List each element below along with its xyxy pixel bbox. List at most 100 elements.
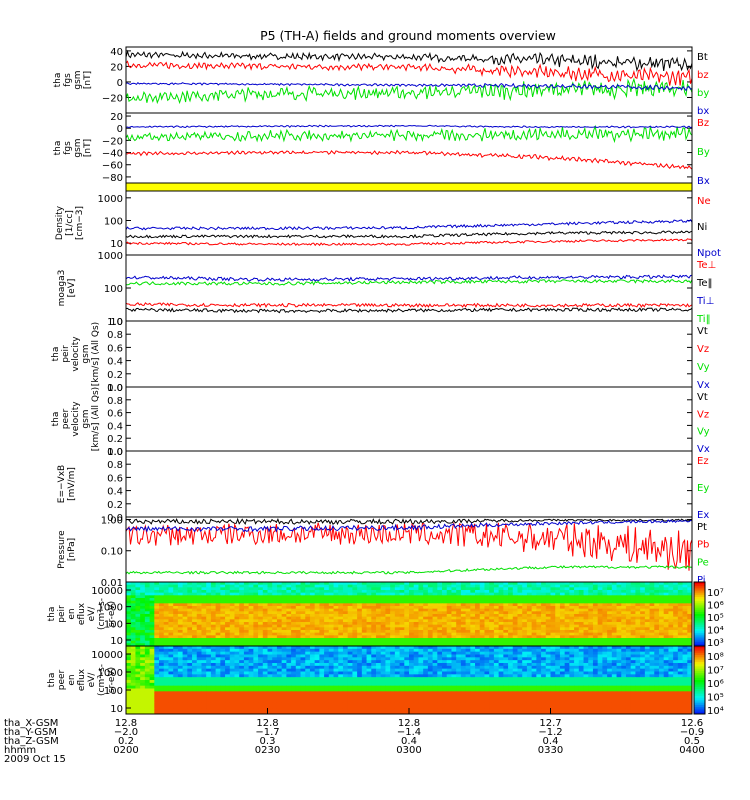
spectrogram-cell [173, 608, 179, 612]
spectrogram-cell [616, 651, 622, 655]
ytick-label: 1.0 [107, 447, 123, 458]
spectrogram-cell [413, 608, 419, 612]
spectrogram-cell [300, 630, 306, 634]
spectrogram-cell [201, 598, 207, 602]
spectrogram-cell [352, 606, 358, 610]
spectrogram-cell [668, 619, 674, 623]
legend-label: Bx [697, 176, 710, 187]
spectrogram-cell [484, 635, 490, 639]
spectrogram-cell [258, 651, 264, 655]
spectrogram-cell [182, 651, 188, 655]
spectrogram-cell [328, 635, 335, 639]
spectrogram-cell [413, 582, 419, 586]
spectrogram-cell [163, 603, 169, 607]
spectrogram-cell [309, 638, 316, 642]
spectrogram-cell [361, 611, 368, 615]
spectrogram-cell [328, 624, 335, 628]
spectrogram-cell [300, 665, 306, 670]
legend-label: Te⊥ [696, 260, 716, 271]
spectrogram-cell [588, 651, 594, 655]
spectrogram-cell [578, 606, 585, 610]
spectrogram-cell [126, 665, 132, 670]
spectrogram-cell [342, 619, 349, 623]
spectrogram-cell [239, 665, 245, 670]
spectrogram-cell [342, 654, 349, 658]
spectrogram-cell [338, 614, 344, 618]
spectrogram-cell [460, 587, 467, 591]
spectrogram-cell [243, 630, 250, 634]
spectrogram-cell [625, 674, 632, 678]
spectrogram-cell [357, 587, 363, 591]
spectrogram-cell [239, 668, 245, 672]
spectrogram-cell [503, 608, 509, 612]
spectrogram-cell [385, 682, 391, 687]
spectrogram-cell [168, 668, 174, 672]
spectrogram-cell [625, 611, 632, 615]
spectrogram-cell [229, 640, 235, 644]
spectrogram-cell [159, 600, 165, 604]
spectrogram-cell [380, 590, 386, 594]
spectrogram-cell [442, 648, 448, 653]
spectrogram-cell [291, 663, 297, 667]
spectrogram-cell [583, 584, 589, 588]
spectrogram-cell [371, 665, 377, 670]
spectrogram-cell [635, 614, 641, 618]
spectrogram-cell [347, 646, 353, 650]
spectrogram-cell [427, 595, 434, 599]
spectrogram-cell [465, 616, 471, 620]
spectrogram-cell [545, 663, 551, 667]
spectrogram-cell [531, 665, 537, 670]
spectrogram-cell [687, 680, 693, 684]
spectrogram-cell [276, 624, 283, 628]
spectrogram-cell [687, 671, 693, 675]
spectrogram-cell [163, 651, 169, 655]
spectrogram-cell [291, 598, 297, 602]
spectrogram-cell [649, 640, 655, 644]
colorbar-cell [694, 631, 705, 634]
spectrogram-cell [154, 582, 160, 586]
spectrogram-cell [427, 668, 434, 672]
spectrogram-cell [559, 600, 566, 604]
series-line-bt [125, 49, 693, 72]
spectrogram-cell [371, 682, 377, 687]
spectrogram-cell [210, 680, 217, 684]
spectrogram-cell [291, 627, 297, 631]
spectrogram-cell [409, 685, 415, 689]
spectrogram-cell [328, 671, 335, 675]
spectrogram-cell [135, 624, 141, 628]
spectrogram-cell [522, 624, 528, 628]
spectrogram-cell [201, 627, 207, 631]
spectrogram-cell [687, 663, 693, 667]
spectrogram-cell [394, 646, 401, 650]
spectrogram-cell [385, 660, 391, 664]
spectrogram-cell [324, 590, 330, 594]
spectrogram-cell [413, 665, 419, 670]
spectrogram-cell [319, 611, 325, 615]
spectrogram-cell [555, 611, 561, 615]
ytick-label: 0.01 [101, 578, 123, 589]
spectrogram-cell [569, 590, 575, 594]
spectrogram-cell [512, 643, 518, 647]
spectrogram-cell [673, 600, 679, 604]
spectrogram-cell [545, 665, 551, 670]
spectrogram-cell [583, 603, 589, 607]
spectrogram-cell [248, 598, 254, 602]
spectrogram-cell [168, 611, 174, 615]
spectrogram-cell [192, 587, 198, 591]
spectrogram-cell [602, 587, 608, 591]
spectrogram-cell [286, 665, 292, 670]
spectrogram-cell [432, 630, 438, 634]
spectrogram-cell [342, 624, 349, 628]
spectrogram-cell [668, 614, 674, 618]
spectrogram-cell [342, 677, 349, 681]
spectrogram-cell [588, 638, 594, 642]
spectrogram-cell [470, 657, 476, 661]
spectrogram-cell [173, 582, 179, 586]
spectrogram-cell [663, 584, 669, 588]
spectrogram-cell [677, 640, 684, 644]
spectrogram-cell [687, 608, 693, 612]
spectrogram-cell [291, 619, 297, 623]
spectrogram-cell [550, 660, 556, 664]
spectrogram-cell [390, 630, 396, 634]
spectrogram-cell [324, 611, 330, 615]
